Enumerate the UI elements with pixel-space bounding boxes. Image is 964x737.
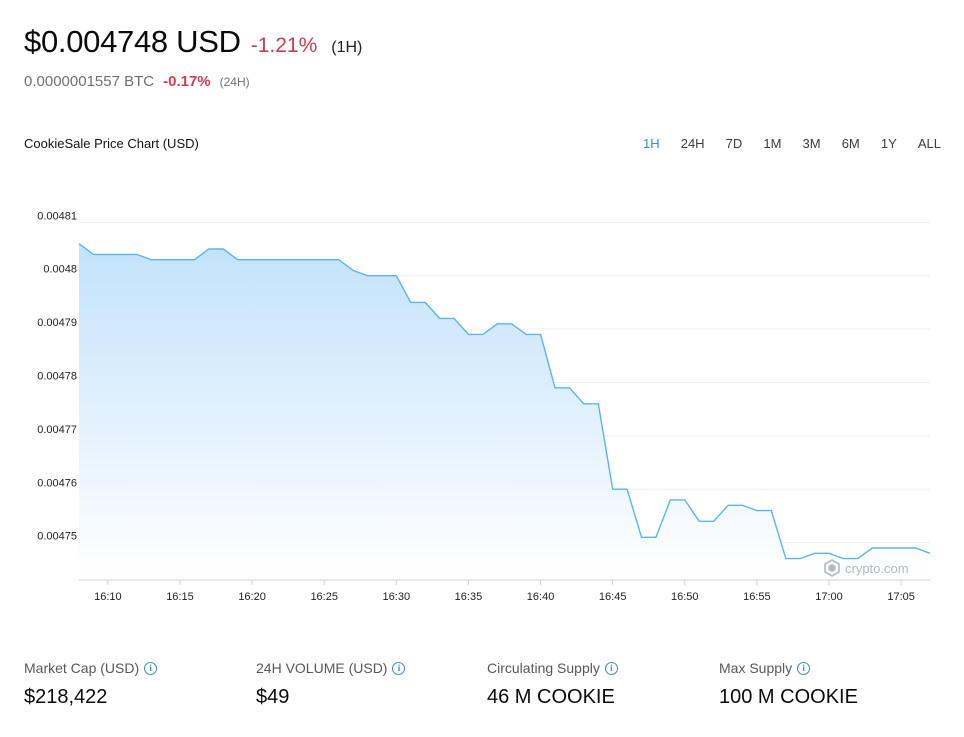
btc-change-period: (24H) <box>219 75 250 89</box>
volume-value: $49 <box>256 686 290 708</box>
stat-label: Circulating Supply i <box>487 660 618 676</box>
y-tick-label: 0.00477 <box>37 424 77 436</box>
tab-1m[interactable]: 1M <box>763 136 782 151</box>
y-tick-label: 0.00476 <box>37 477 77 489</box>
tab-3m[interactable]: 3M <box>802 136 821 151</box>
max-supply-label: Max Supply <box>719 660 793 676</box>
x-tick-label: 17:05 <box>887 591 915 603</box>
x-tick-label: 16:35 <box>455 591 483 603</box>
btc-price: 0.0000001557 BTC <box>24 73 155 90</box>
y-tick-label: 0.00479 <box>37 317 77 329</box>
y-tick-label: 0.00481 <box>37 210 77 222</box>
stat-label: Max Supply i <box>719 660 858 676</box>
volume-label: 24H VOLUME (USD) <box>256 660 388 676</box>
tab-7d[interactable]: 7D <box>725 136 743 151</box>
usd-price: $0.004748 USD <box>24 24 241 59</box>
price-header: $0.004748 USD -1.21% (1H) <box>24 24 362 60</box>
tab-1h[interactable]: 1H <box>643 136 660 151</box>
x-tick-label: 16:55 <box>743 591 771 603</box>
max-supply-value: 100 M COOKIE <box>719 686 858 708</box>
price-line <box>78 243 931 560</box>
chart-title: CookieSale Price Chart (USD) <box>24 136 199 151</box>
x-tick-label: 16:10 <box>94 591 122 603</box>
tab-1y[interactable]: 1Y <box>880 136 897 151</box>
x-tick-label: 16:25 <box>310 591 338 603</box>
time-range-tabs: 1H 24H 7D 1M 3M 6M 1Y ALL <box>640 136 944 151</box>
y-tick-label: 0.0048 <box>43 264 77 276</box>
stat-volume: 24H VOLUME (USD) i $49 <box>256 660 406 709</box>
circulating-supply-label: Circulating Supply <box>487 660 600 676</box>
circulating-supply-value: 46 M COOKIE <box>487 686 615 708</box>
stat-label: 24H VOLUME (USD) i <box>256 660 406 676</box>
usd-change-period: (1H) <box>331 39 363 56</box>
stat-label: Market Cap (USD) i <box>24 660 158 676</box>
x-tick-label: 17:00 <box>815 591 843 603</box>
y-tick-label: 0.00478 <box>37 370 77 382</box>
stat-market-cap: Market Cap (USD) i $218,422 <box>24 660 158 709</box>
x-tick-label: 16:45 <box>599 591 627 603</box>
x-tick-label: 16:30 <box>383 591 411 603</box>
tab-all[interactable]: ALL <box>917 136 941 151</box>
price-chart[interactable]: 0.00481 0.0048 0.00479 0.00478 0.00477 0.0047… <box>0 200 964 620</box>
market-cap-value: $218,422 <box>24 686 108 708</box>
crypto-com-logo-icon <box>824 559 840 577</box>
info-icon[interactable]: i <box>392 661 406 675</box>
crypto-com-watermark: crypto.com <box>824 559 909 577</box>
btc-price-row: 0.0000001557 BTC -0.17% (24H) <box>24 73 250 90</box>
info-icon[interactable]: i <box>144 661 158 675</box>
y-tick-label: 0.00475 <box>37 531 77 543</box>
price-area-fill <box>79 243 930 580</box>
x-tick-label: 16:40 <box>527 591 555 603</box>
stat-max-supply: Max Supply i 100 M COOKIE <box>719 660 858 709</box>
watermark-text: crypto.com <box>845 561 909 576</box>
market-cap-label: Market Cap (USD) <box>24 660 140 676</box>
x-tick-label: 16:15 <box>166 591 194 603</box>
x-axis-ticks: 16:10 16:15 16:20 16:25 16:30 16:35 16:40 16:45… <box>94 580 915 603</box>
y-axis-ticks: 0.00481 0.0048 0.00479 0.00478 0.00477 0.0047… <box>37 210 77 542</box>
x-tick-label: 16:20 <box>238 591 266 603</box>
usd-price-change: -1.21% <box>250 34 318 57</box>
tab-6m[interactable]: 6M <box>841 136 860 151</box>
info-icon[interactable]: i <box>797 661 811 675</box>
btc-price-change: -0.17% <box>163 73 211 90</box>
stat-circulating-supply: Circulating Supply i 46 M COOKIE <box>487 660 618 709</box>
x-tick-label: 16:50 <box>671 591 699 603</box>
info-icon[interactable]: i <box>604 661 618 675</box>
tab-24h[interactable]: 24H <box>680 136 705 151</box>
